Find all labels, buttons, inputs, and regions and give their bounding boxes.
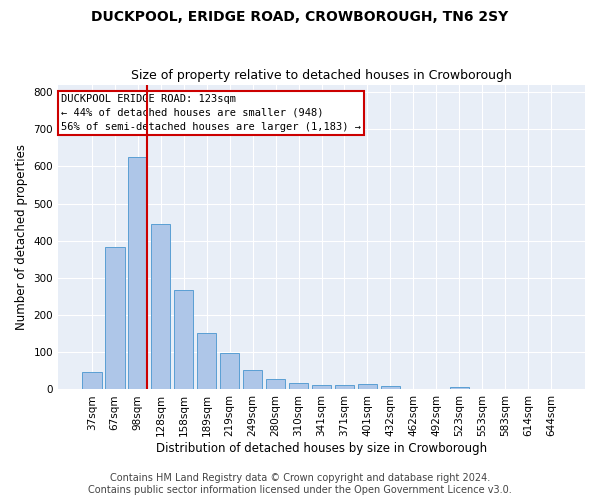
Bar xyxy=(174,290,193,390)
Bar xyxy=(128,158,148,390)
Title: Size of property relative to detached houses in Crowborough: Size of property relative to detached ho… xyxy=(131,69,512,82)
Y-axis label: Number of detached properties: Number of detached properties xyxy=(15,144,28,330)
X-axis label: Distribution of detached houses by size in Crowborough: Distribution of detached houses by size … xyxy=(156,442,487,455)
Bar xyxy=(82,372,101,390)
Bar xyxy=(289,383,308,390)
Bar xyxy=(312,385,331,390)
Bar xyxy=(220,353,239,390)
Text: DUCKPOOL, ERIDGE ROAD, CROWBOROUGH, TN6 2SY: DUCKPOOL, ERIDGE ROAD, CROWBOROUGH, TN6 … xyxy=(91,10,509,24)
Bar xyxy=(266,378,286,390)
Bar xyxy=(449,387,469,390)
Text: Contains HM Land Registry data © Crown copyright and database right 2024.
Contai: Contains HM Land Registry data © Crown c… xyxy=(88,474,512,495)
Bar xyxy=(151,224,170,390)
Bar xyxy=(243,370,262,390)
Bar xyxy=(335,386,354,390)
Bar xyxy=(197,332,217,390)
Bar xyxy=(105,246,125,390)
Bar xyxy=(358,384,377,390)
Text: DUCKPOOL ERIDGE ROAD: 123sqm
← 44% of detached houses are smaller (948)
56% of s: DUCKPOOL ERIDGE ROAD: 123sqm ← 44% of de… xyxy=(61,94,361,132)
Bar xyxy=(380,386,400,390)
